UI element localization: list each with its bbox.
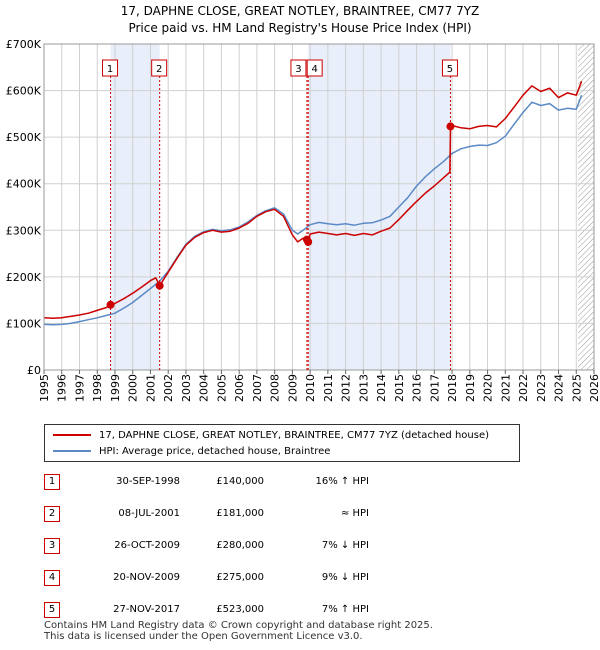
x-tick-label: 2021 <box>499 374 512 402</box>
table-row: 3 26-OCT-2009 £280,000 7% ↓ HPI <box>44 538 444 554</box>
sale-marker-label: 4 <box>311 64 317 75</box>
table-row: 4 20-NOV-2009 £275,000 9% ↓ HPI <box>44 570 444 586</box>
y-tick-label: £300K <box>6 224 42 237</box>
sale-marker-box <box>102 59 119 77</box>
sale-marker-box <box>306 59 323 77</box>
x-tick-label: 2000 <box>127 374 140 402</box>
y-tick-label: £600K <box>6 85 42 98</box>
sale-number-badge: 1 <box>44 474 60 490</box>
x-tick-label: 2018 <box>446 374 459 402</box>
x-tick-label: 2026 <box>588 374 600 402</box>
sale-point <box>446 122 455 131</box>
sale-price: £181,000 <box>216 508 264 519</box>
sale-hpi-comparison: 7% ↑ HPI <box>321 604 369 615</box>
x-tick-label: 1999 <box>109 374 122 402</box>
sale-number-badge: 5 <box>44 602 60 618</box>
sale-price: £140,000 <box>216 476 264 487</box>
legend-swatch-price-paid <box>53 434 91 436</box>
legend-item-price-paid: 17, DAPHNE CLOSE, GREAT NOTLEY, BRAINTRE… <box>53 428 489 444</box>
shaded-period <box>308 44 451 370</box>
chart-title-line-1: 17, DAPHNE CLOSE, GREAT NOTLEY, BRAINTRE… <box>120 4 480 18</box>
sale-marker-label: 5 <box>447 64 453 75</box>
x-tick-label: 2003 <box>180 374 193 402</box>
y-tick-label: £0 <box>27 364 41 377</box>
sale-hpi-comparison: 7% ↓ HPI <box>321 540 369 551</box>
table-row: 1 30-SEP-1998 £140,000 16% ↑ HPI <box>44 474 444 490</box>
x-tick-label: 2005 <box>215 374 228 402</box>
y-tick-label: £400K <box>6 178 42 191</box>
sale-marker-box <box>290 59 307 77</box>
x-tick-label: 2009 <box>286 374 299 402</box>
sale-number-badge: 4 <box>44 570 60 586</box>
sale-number-badge: 3 <box>44 538 60 554</box>
sale-marker-box <box>151 59 168 77</box>
footer-licence: This data is licensed under the Open Gov… <box>44 631 363 642</box>
x-tick-label: 2025 <box>570 374 583 402</box>
sale-date: 30-SEP-1998 <box>116 476 180 487</box>
x-tick-label: 1997 <box>73 374 86 402</box>
legend-label-price-paid: 17, DAPHNE CLOSE, GREAT NOTLEY, BRAINTRE… <box>99 430 490 441</box>
x-tick-label: 2020 <box>482 374 495 402</box>
sale-price: £280,000 <box>216 540 264 551</box>
sale-hpi-comparison: 9% ↓ HPI <box>321 572 369 583</box>
x-tick-label: 2006 <box>233 374 246 402</box>
x-tick-label: 2012 <box>340 374 353 402</box>
y-tick-label: £100K <box>6 317 42 330</box>
x-tick-label: 2011 <box>322 374 335 402</box>
x-tick-label: 2019 <box>464 374 477 402</box>
sale-hpi-comparison: ≈ HPI <box>340 508 369 519</box>
chart-subtitle: Price paid vs. HM Land Registry's House … <box>128 21 472 35</box>
sale-marker-box <box>441 59 458 77</box>
sale-number-badge: 2 <box>44 506 60 522</box>
x-tick-label: 2004 <box>198 374 211 402</box>
x-tick-label: 2001 <box>144 374 157 402</box>
x-tick-label: 2013 <box>357 374 370 402</box>
x-tick-label: 1996 <box>56 374 69 402</box>
x-tick-label: 2002 <box>162 374 175 402</box>
x-tick-label: 2017 <box>428 374 441 402</box>
y-tick-label: £500K <box>6 131 42 144</box>
x-tick-label: 2010 <box>304 374 317 402</box>
plot-frame <box>43 43 595 371</box>
x-tick-label: 2014 <box>375 374 388 402</box>
x-tick-label: 2016 <box>411 374 424 402</box>
sale-date: 27-NOV-2017 <box>113 604 180 615</box>
footer-copyright: Contains HM Land Registry data © Crown c… <box>44 620 433 631</box>
x-tick-label: 2007 <box>251 374 264 402</box>
table-row: 5 27-NOV-2017 £523,000 7% ↑ HPI <box>44 602 444 618</box>
legend-item-hpi: HPI: Average price, detached house, Brai… <box>53 444 330 460</box>
x-tick-label: 2008 <box>269 374 282 402</box>
chart-plot: £0 £100K £200K £300K £400K £500K £600K £700K 199… <box>6 38 600 402</box>
x-tick-label: 2024 <box>553 374 566 402</box>
sale-point <box>155 281 164 290</box>
x-tick-label: 2023 <box>535 374 548 402</box>
chart-legend: 17, DAPHNE CLOSE, GREAT NOTLEY, BRAINTRE… <box>44 424 520 462</box>
hpi-line <box>44 94 583 326</box>
sale-point <box>304 237 313 246</box>
sale-date: 08-JUL-2001 <box>118 508 180 519</box>
y-tick-label: £200K <box>6 271 42 284</box>
x-tick-label: 2015 <box>393 374 406 402</box>
sale-marker-label: 2 <box>156 64 162 75</box>
legend-label-hpi: HPI: Average price, detached house, Brai… <box>99 446 331 457</box>
sale-hpi-comparison: 16% ↑ HPI <box>315 476 369 487</box>
y-tick-label: £700K <box>6 38 42 51</box>
x-tick-label: 1995 <box>38 374 51 402</box>
sale-date: 20-NOV-2009 <box>113 572 180 583</box>
shaded-period <box>110 44 160 370</box>
sale-point <box>106 300 115 309</box>
table-row: 2 08-JUL-2001 £181,000 ≈ HPI <box>44 506 444 522</box>
chart-title: 17, DAPHNE CLOSE, GREAT NOTLEY, BRAINTRE… <box>0 3 600 37</box>
sale-price: £523,000 <box>216 604 264 615</box>
sale-marker-label: 3 <box>295 64 301 75</box>
footer-attribution: Contains HM Land Registry data © Crown c… <box>44 620 433 642</box>
sale-date: 26-OCT-2009 <box>114 540 180 551</box>
x-tick-label: 1998 <box>91 374 104 402</box>
sale-price: £275,000 <box>216 572 264 583</box>
legend-swatch-hpi <box>53 450 91 452</box>
future-hatch-region <box>578 44 594 370</box>
sale-marker-label: 1 <box>107 64 113 75</box>
x-tick-label: 2022 <box>517 374 530 402</box>
